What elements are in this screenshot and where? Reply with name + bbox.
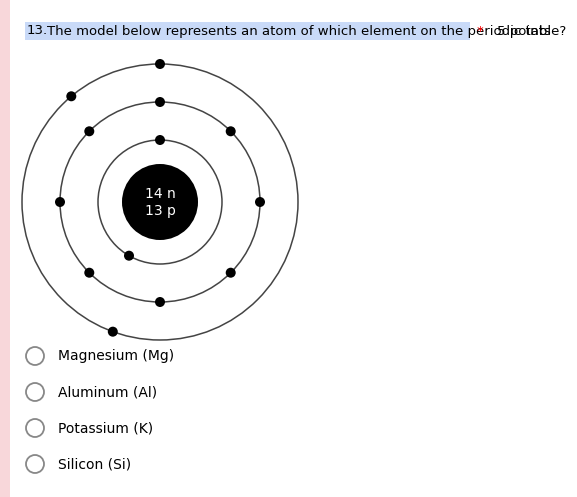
Circle shape [155,59,165,69]
Circle shape [255,197,265,207]
Circle shape [226,268,236,278]
Circle shape [155,135,165,145]
Text: Magnesium (Mg): Magnesium (Mg) [58,349,174,363]
Text: Silicon (Si): Silicon (Si) [58,457,131,471]
Text: The model below represents an atom of which element on the periodic table?: The model below represents an atom of wh… [47,24,566,37]
Circle shape [155,297,165,307]
Bar [25,22,470,40]
Text: Aluminum (Al): Aluminum (Al) [58,385,157,399]
Text: *: * [477,24,484,37]
Circle shape [66,91,76,101]
Circle shape [122,164,198,240]
Circle shape [226,126,236,136]
Text: Potassium (K): Potassium (K) [58,421,153,435]
Circle shape [155,97,165,107]
Text: 13.: 13. [27,24,48,37]
Circle shape [55,197,65,207]
Text: 5 points: 5 points [497,24,551,37]
Circle shape [124,250,134,261]
Circle shape [84,126,94,136]
Text: 13 p: 13 p [145,204,175,218]
Circle shape [84,268,94,278]
Bar [0,0,10,497]
Circle shape [108,327,118,336]
Text: 14 n: 14 n [145,187,175,201]
